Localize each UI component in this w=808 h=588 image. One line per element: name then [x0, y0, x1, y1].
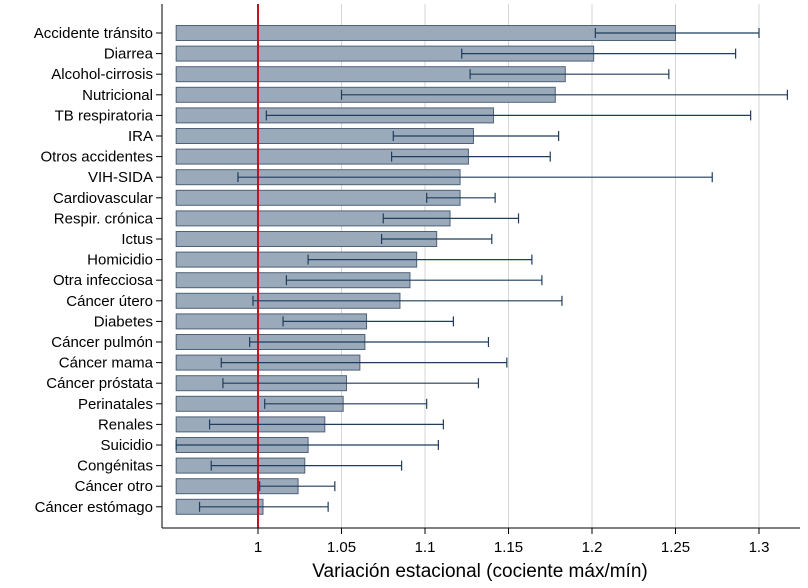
category-label-18: Perinatales — [78, 396, 153, 413]
category-label-23: Cáncer estómago — [35, 499, 153, 516]
category-label-17: Cáncer próstata — [46, 375, 153, 392]
category-label-16: Cáncer mama — [59, 355, 154, 372]
category-label-10: Ictus — [121, 231, 153, 248]
category-label-19: Renales — [98, 416, 153, 433]
x-axis-title: Variación estacional (cociente máx/mín) — [312, 561, 647, 582]
category-label-20: Suicidio — [100, 437, 153, 454]
category-label-1: Diarrea — [104, 46, 154, 63]
category-label-22: Cáncer otro — [75, 478, 153, 495]
x-tick-labels: 1 1.05 1.1 1.15 1.2 1.25 1.3 — [254, 539, 770, 556]
x-tick-label-1: 1.05 — [327, 539, 356, 556]
x-tick-label-0: 1 — [254, 539, 262, 556]
x-tick-label-6: 1.3 — [749, 539, 770, 556]
bar-8 — [175, 189, 461, 206]
category-label-21: Congénitas — [77, 458, 153, 475]
x-tick-label-3: 1.15 — [494, 539, 523, 556]
category-label-9: Respir. crónica — [54, 210, 154, 227]
category-label-4: TB respiratoria — [55, 107, 154, 124]
category-label-6: Otros accidentes — [40, 149, 153, 166]
category-label-11: Homicidio — [87, 252, 153, 269]
category-label-5: IRA — [128, 128, 153, 145]
x-tick-label-5: 1.25 — [661, 539, 690, 556]
category-label-2: Alcohol-cirrosis — [51, 66, 153, 83]
bars — [175, 25, 676, 515]
category-label-12: Otra infecciosa — [53, 272, 154, 289]
category-label-3: Nutricional — [82, 87, 153, 104]
category-label-13: Cáncer útero — [66, 293, 153, 310]
axes — [156, 4, 800, 534]
category-label-8: Cardiovascular — [53, 190, 153, 207]
category-label-0: Accidente tránsito — [34, 25, 153, 42]
x-tick-label-2: 1.1 — [415, 539, 436, 556]
category-label-7: VIH-SIDA — [88, 169, 153, 186]
x-tick-label-4: 1.2 — [582, 539, 603, 556]
category-label-14: Diabetes — [94, 313, 153, 330]
category-label-15: Cáncer pulmón — [51, 334, 153, 351]
error-bars — [175, 28, 788, 512]
category-labels: Accidente tránsito Diarrea Alcohol-cirrosi… — [34, 25, 154, 516]
